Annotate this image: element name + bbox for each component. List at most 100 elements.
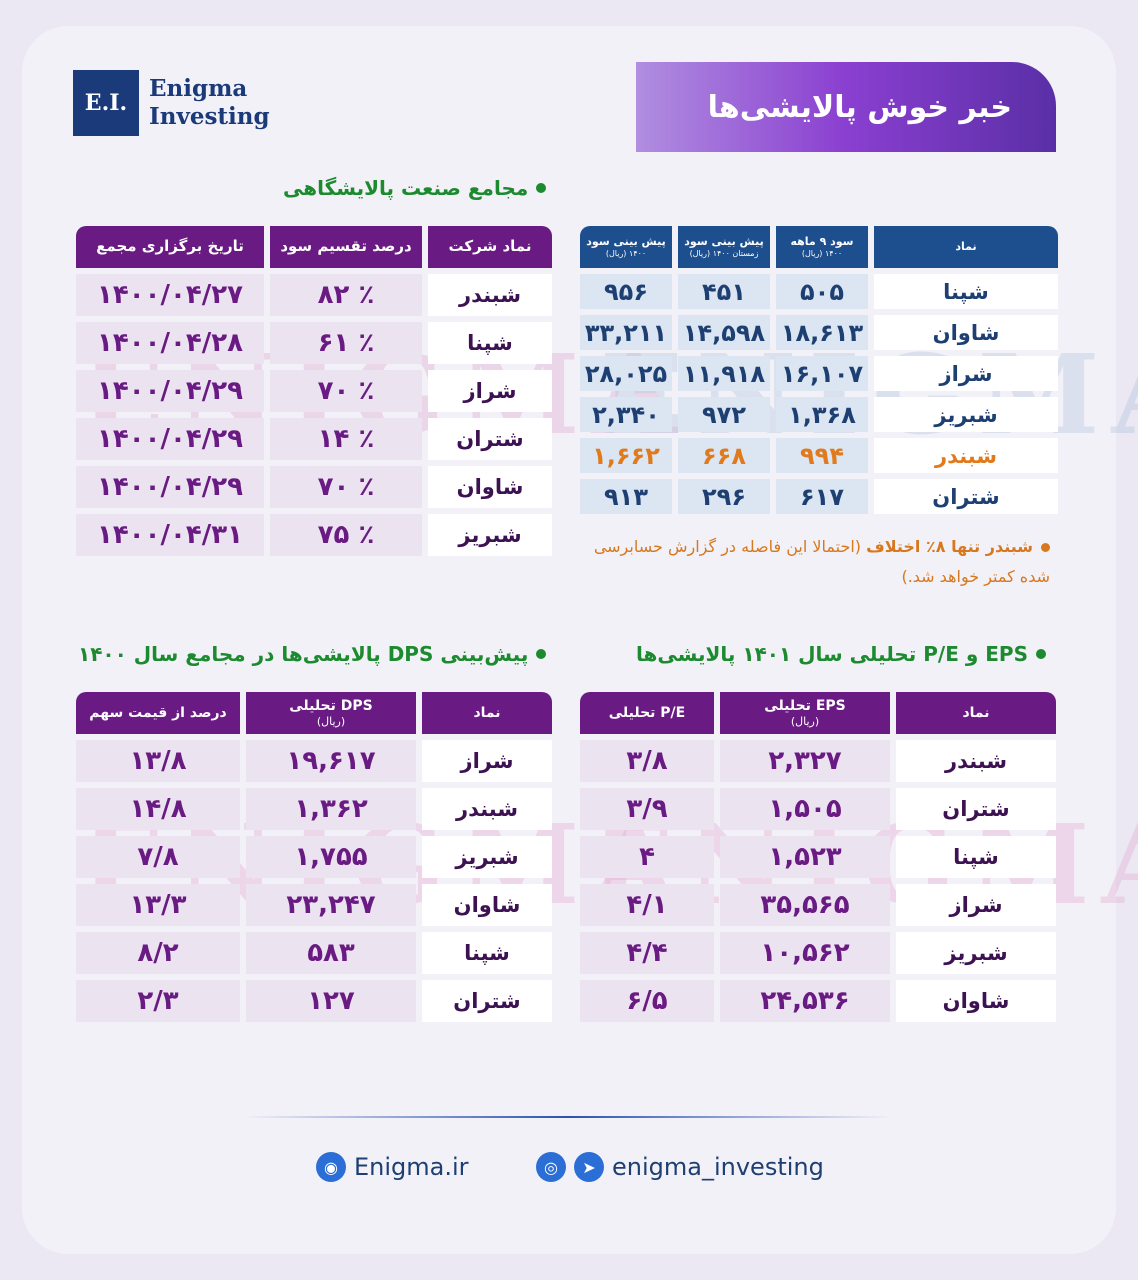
table-header-cell: سود ۹ ماهه ۱۴۰۰ (ریال) xyxy=(776,226,868,268)
table-row: شراز ١٩,۶١٧ ١٣/٨ xyxy=(76,740,552,782)
value-cell: ٣/٨ xyxy=(580,740,714,782)
footer-social[interactable]: ◎ ➤ enigma_investing xyxy=(536,1152,824,1182)
table-row: شبندر ٩٩۴ ۶۶٨ ١,۶۶٢ xyxy=(580,438,1058,473)
value-cell: ١۴٠٠/٠۴/٢٩ xyxy=(76,418,264,460)
table-row: شاوان ٧٠ ٪ ١۴٠٠/٠۴/٢٩ xyxy=(76,466,552,508)
symbol-cell: شبندر xyxy=(874,438,1058,473)
table-header-row: نماد شرکت درصد تقسیم سود تاریخ برگزاری مجم… xyxy=(76,226,552,268)
table-row: شبریز ١,٧۵۵ ٧/٨ xyxy=(76,836,552,878)
value-cell: ١٣/٣ xyxy=(76,884,240,926)
table-header-row: نماد EPS تحلیلی (ریال) P/E تحلیلی xyxy=(580,692,1056,734)
table-row: شتران ١۴ ٪ ١۴٠٠/٠۴/٢٩ xyxy=(76,418,552,460)
page-title-banner: خبر خوش پالایشی‌ها xyxy=(636,62,1056,152)
symbol-cell: شراز xyxy=(428,370,552,412)
table-row: شاوان ٢۴,۵٣۶ ۶/۵ xyxy=(580,980,1056,1022)
value-cell: ٣٣,٢١١ xyxy=(580,315,672,350)
value-cell: ١٣/٨ xyxy=(76,740,240,782)
value-cell: ٩۵۶ xyxy=(580,274,672,309)
value-cell: ١١,٩١٨ xyxy=(678,356,770,391)
table-header-label: نماد شرکت xyxy=(448,237,532,256)
table-row: شبریز ١٠,۵۶٢ ۴/۴ xyxy=(580,932,1056,974)
value-cell: ۶/۵ xyxy=(580,980,714,1022)
value-cell: ١,٧۵۵ xyxy=(246,836,416,878)
table-row: شراز ١۶,١٠٧ ١١,٩١٨ ٢٨,٠٢۵ xyxy=(580,356,1058,391)
value-cell: ١٠,۵۶٢ xyxy=(720,932,890,974)
table-header-label: EPS تحلیلی xyxy=(764,697,846,714)
profit-table: نماد سود ۹ ماهه ۱۴۰۰ (ریال) پیش بینی سود زمس… xyxy=(580,226,1058,514)
brand-logo: E.I. Enigma Investing xyxy=(73,70,270,136)
table-row: شپنا ١,۵٢٣ ۴ xyxy=(580,836,1056,878)
value-cell: ٩٩۴ xyxy=(776,438,868,473)
symbol-cell: شبندر xyxy=(428,274,552,316)
social-handle[interactable]: enigma_investing xyxy=(612,1153,824,1181)
value-cell: ٢,٣۴٠ xyxy=(580,397,672,432)
value-cell: ٧۵ ٪ xyxy=(270,514,422,556)
value-cell: ٢۴,۵٣۶ xyxy=(720,980,890,1022)
table-header-label: P/E تحلیلی xyxy=(608,704,686,721)
table-header-cell: EPS تحلیلی (ریال) xyxy=(720,692,890,734)
section-title-agm: مجامع صنعت پالایشگاهی xyxy=(283,176,547,200)
value-cell: ١,۵٢٣ xyxy=(720,836,890,878)
symbol-cell: شبریز xyxy=(428,514,552,556)
value-cell: ٨/٢ xyxy=(76,932,240,974)
value-cell: ٧٠ ٪ xyxy=(270,370,422,412)
value-cell: ٣/٩ xyxy=(580,788,714,830)
table-header-cell: نماد شرکت xyxy=(428,226,552,268)
table-header-row: نماد سود ۹ ماهه ۱۴۰۰ (ریال) پیش بینی سود زمس… xyxy=(580,226,1058,268)
value-cell: ۶١٧ xyxy=(776,479,868,514)
table-row: شتران ۶١٧ ٢٩۶ ٩١٣ xyxy=(580,479,1058,514)
value-cell: ۵٠۵ xyxy=(776,274,868,309)
table-row: شبندر ١,٣۶٢ ١۴/٨ xyxy=(76,788,552,830)
table-header-label: نماد xyxy=(955,239,977,253)
symbol-cell: شتران xyxy=(428,418,552,460)
section-title-eps-text: EPS و P/E تحلیلی سال ۱۴۰۱ پالایشی‌ها xyxy=(636,642,1028,666)
table-header-cell: DPS تحلیلی (ریال) xyxy=(246,692,416,734)
telegram-icon[interactable]: ➤ xyxy=(574,1152,604,1182)
symbol-cell: شاوان xyxy=(896,980,1056,1022)
symbol-cell: شتران xyxy=(422,980,552,1022)
table-header-label: DPS تحلیلی xyxy=(289,697,373,714)
section-title-eps: EPS و P/E تحلیلی سال ۱۴۰۱ پالایشی‌ها xyxy=(636,642,1046,666)
logo-line-1: Enigma xyxy=(149,75,248,102)
symbol-cell: شراز xyxy=(874,356,1058,391)
value-cell: ١۴,۵٩٨ xyxy=(678,315,770,350)
table-row: شبریز ٧۵ ٪ ١۴٠٠/٠۴/٣١ xyxy=(76,514,552,556)
value-cell: ۶۶٨ xyxy=(678,438,770,473)
value-cell: ١۴ ٪ xyxy=(270,418,422,460)
symbol-cell: شاوان xyxy=(874,315,1058,350)
table-row: شپنا ۶١ ٪ ١۴٠٠/٠۴/٢٨ xyxy=(76,322,552,364)
instagram-icon[interactable]: ◎ xyxy=(536,1152,566,1182)
table-header-row: نماد DPS تحلیلی (ریال) درصد از قیمت سهم xyxy=(76,692,552,734)
value-cell: ٣۵,۵۶۵ xyxy=(720,884,890,926)
table-header-label: تاریخ برگزاری مجمع xyxy=(96,237,244,256)
table-header-cell: درصد تقسیم سود xyxy=(270,226,422,268)
symbol-cell: شبریز xyxy=(874,397,1058,432)
value-cell: ١٢٧ xyxy=(246,980,416,1022)
table-header-cell: پیش بینی سود زمستان ۱۴۰۰ (ریال) xyxy=(678,226,770,268)
value-cell: ١۴٠٠/٠۴/٢٩ xyxy=(76,466,264,508)
value-cell: ۴ xyxy=(580,836,714,878)
poster-card xyxy=(22,26,1116,1254)
table-header-cell: نماد xyxy=(896,692,1056,734)
value-cell: ۴/۴ xyxy=(580,932,714,974)
symbol-cell: شپنا xyxy=(874,274,1058,309)
value-cell: ١۴٠٠/٠۴/٢٧ xyxy=(76,274,264,316)
footer-website[interactable]: ◉ Enigma.ir xyxy=(316,1152,469,1182)
value-cell: ٧/٨ xyxy=(76,836,240,878)
table-row: شپنا ۵٠۵ ۴۵١ ٩۵۶ xyxy=(580,274,1058,309)
bullet-icon xyxy=(1035,649,1046,659)
table-row: شبندر ٢,٣٢٧ ٣/٨ xyxy=(580,740,1056,782)
symbol-cell: شپنا xyxy=(422,932,552,974)
table-row: شاوان ٢٣,٢۴٧ ١٣/٣ xyxy=(76,884,552,926)
table-header-cell: درصد از قیمت سهم xyxy=(76,692,240,734)
table-header-label: درصد از قیمت سهم xyxy=(89,704,227,721)
value-cell: ٩١٣ xyxy=(580,479,672,514)
value-cell: ١٨,۶١٣ xyxy=(776,315,868,350)
table-row: شبندر ٨٢ ٪ ١۴٠٠/٠۴/٢٧ xyxy=(76,274,552,316)
profit-note: شبندر تنها ٨٪ اختلاف (احتمالا این فاصله … xyxy=(580,532,1050,592)
dps-table: نماد DPS تحلیلی (ریال) درصد از قیمت سهم شراز… xyxy=(76,692,552,1022)
globe-icon: ◉ xyxy=(316,1152,346,1182)
value-cell: ٢٩۶ xyxy=(678,479,770,514)
value-cell: ۵٨٣ xyxy=(246,932,416,974)
website-link[interactable]: Enigma.ir xyxy=(354,1153,469,1181)
